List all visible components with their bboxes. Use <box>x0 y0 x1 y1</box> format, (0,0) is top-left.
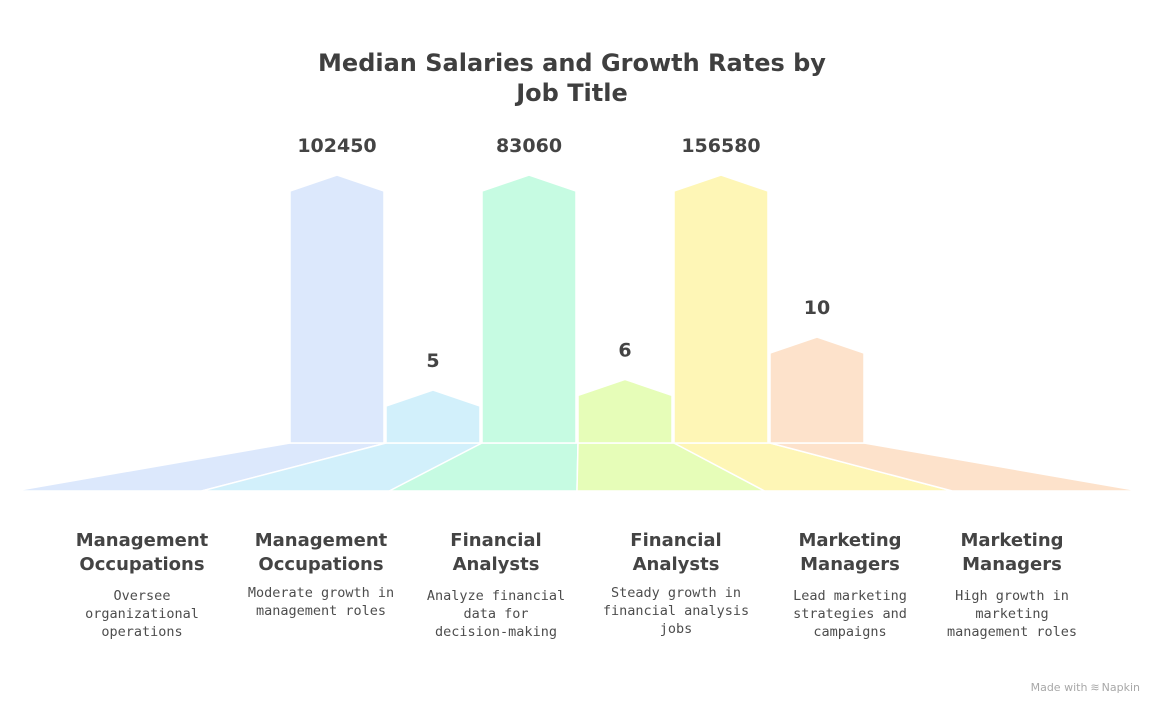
category-label-6: Marketing Managers High growth in market… <box>924 529 1100 641</box>
category-label-2: Management Occupations Moderate growth i… <box>233 529 409 620</box>
value-label-5: 156580 <box>681 135 760 157</box>
category-title-line: Analysts <box>452 554 540 575</box>
value-label-3: 83060 <box>496 135 562 157</box>
made-with-napkin[interactable]: Made with ≋ Napkin <box>1031 681 1140 694</box>
chart-title-line-2: Job Title <box>516 79 628 107</box>
category-title-line: Occupations <box>258 554 384 575</box>
chart-title: Median Salaries and Growth Rates by Job … <box>0 48 1144 108</box>
category-title-line: Analysts <box>632 554 720 575</box>
category-title-line: Managers <box>800 554 900 575</box>
category-title: Marketing Managers <box>762 529 938 577</box>
category-title: Financial Analysts <box>408 529 584 577</box>
category-label-5: Marketing Managers Lead marketing strate… <box>762 529 938 641</box>
category-description: High growth in marketing management role… <box>946 588 1078 640</box>
category-title-line: Financial <box>630 530 722 551</box>
bar-5 <box>673 174 769 444</box>
category-title: Marketing Managers <box>924 529 1100 577</box>
napkin-logo-icon: ≋ <box>1090 681 1100 694</box>
value-label-1: 102450 <box>297 135 376 157</box>
value-label-2: 5 <box>426 350 439 372</box>
bars <box>289 174 865 444</box>
chart-title-line-1: Median Salaries and Growth Rates by <box>318 49 826 77</box>
bar-3 <box>481 174 577 444</box>
value-label-4: 6 <box>618 339 631 361</box>
category-description: Analyze financial data for decision-maki… <box>426 588 566 640</box>
category-description: Steady growth in financial analysis jobs <box>602 585 750 637</box>
category-title-line: Managers <box>962 554 1062 575</box>
category-title-line: Marketing <box>798 530 902 551</box>
bar-4 <box>577 378 673 444</box>
category-title: Financial Analysts <box>588 529 764 577</box>
napkin-brand-text: Napkin <box>1101 681 1140 694</box>
bar-2 <box>385 389 481 444</box>
category-title-line: Management <box>75 530 209 551</box>
category-label-1: Management Occupations Oversee organizat… <box>54 529 230 641</box>
floor-fans <box>13 442 1141 492</box>
category-title-line: Marketing <box>960 530 1064 551</box>
category-description: Moderate growth in management roles <box>247 585 395 619</box>
made-with-text: Made with <box>1030 681 1088 694</box>
bar-6 <box>769 336 865 444</box>
category-label-4: Financial Analysts Steady growth in fina… <box>588 529 764 638</box>
category-title-line: Financial <box>450 530 542 551</box>
value-label-6: 10 <box>804 297 830 319</box>
category-description: Lead marketing strategies and campaigns <box>793 588 907 640</box>
category-title: Management Occupations <box>54 529 230 577</box>
category-description: Oversee organizational operations <box>85 588 199 640</box>
value-labels: 102450 5 83060 6 156580 10 <box>297 135 830 372</box>
category-label-3: Financial Analysts Analyze financial dat… <box>408 529 584 641</box>
category-title-line: Management <box>254 530 388 551</box>
category-title-line: Occupations <box>79 554 205 575</box>
bar-1 <box>289 174 385 444</box>
category-title: Management Occupations <box>233 529 409 577</box>
